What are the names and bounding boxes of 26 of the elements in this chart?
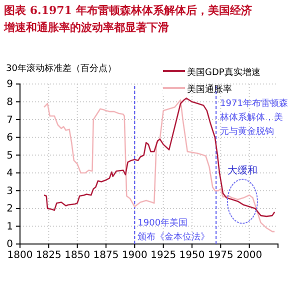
x-tick-label: 1975 [208,250,234,262]
chart-title: 图表 6.1971 年布雷顿森林体系解体后，美国经济增速和通胀率的波动率都显著下滑 [3,4,252,34]
y-tick-label: 4 [6,168,13,180]
y-tick-label: 3 [6,186,13,197]
x-tick-label: 1900 [122,250,148,262]
y-tick-label: 1 [6,221,13,232]
ref-line-label: 1900年美国颁布《金本位法》 [138,217,210,242]
x-tick-label: 1850 [64,250,90,262]
ref-line-label: 1971年布雷顿森林体系解体，美元与黄金脱钩 [219,98,288,138]
legend-label: 美国GDP真实增速 [187,67,260,78]
y-tick-label: 0 [6,239,13,250]
legend-label: 美国通胀率 [187,84,232,95]
y-tick-label: 7 [6,114,13,126]
x-tick-label: 1825 [36,250,62,262]
y-tick-label: 2 [6,204,13,215]
y-tick-label: 5 [6,150,13,162]
x-tick-label: 2000 [236,250,262,262]
annotation: 大缓和 [227,164,258,176]
y-tick-label: 6 [6,132,13,144]
y-tick-label: 9 [6,79,13,90]
y-axis-title: 30年滚动标准差（百分点） [6,63,116,74]
y-tick-label: 8 [6,96,13,108]
x-tick-label: 1875 [93,250,119,262]
x-tick-label: 1925 [150,250,176,262]
x-tick-label: 1950 [179,250,205,262]
x-tick-label: 1800 [7,250,33,262]
